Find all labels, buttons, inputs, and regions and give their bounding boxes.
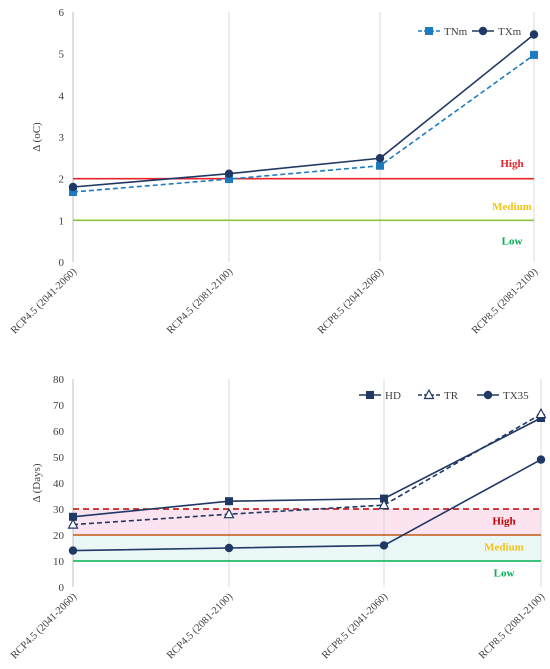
data-point-tnm xyxy=(376,161,384,170)
legend-marker xyxy=(478,26,488,36)
y-tick-label: 30 xyxy=(53,504,65,516)
x-tick-label: RCP8.5 (2081-2100) xyxy=(470,266,540,336)
y-axis-title: Δ (Days) xyxy=(31,463,43,502)
threshold-label-low: Low xyxy=(494,568,515,580)
series-tr xyxy=(67,407,547,529)
chart-1: 0 1 2 3 4 5 6 Δ (oC) High Medium Low RCP4.5 (2041-2… xyxy=(9,7,540,336)
y-tick-label: 3 xyxy=(59,132,65,144)
legend-marker xyxy=(425,27,433,35)
series-line-txm xyxy=(72,33,535,188)
y-tick-label: 5 xyxy=(59,49,65,61)
legend-marker xyxy=(423,388,435,400)
series-line-tx35 xyxy=(72,458,542,552)
y-tick-label: 0 xyxy=(59,257,65,269)
y-tick-label: 2 xyxy=(59,174,65,186)
data-point-tr xyxy=(67,518,79,529)
data-point-tr xyxy=(535,407,547,419)
y-axis-title: Δ (oC) xyxy=(31,122,43,152)
y-tick-label: 60 xyxy=(53,426,65,438)
data-point-tx35 xyxy=(379,541,389,550)
series-hd xyxy=(69,414,545,521)
y-tick-label: 4 xyxy=(59,90,65,102)
series-tx35 xyxy=(68,455,546,555)
data-point-tr xyxy=(378,498,390,510)
x-tick-label: RCP8.5 (2081-2100) xyxy=(477,591,547,661)
data-point-txm xyxy=(68,182,78,192)
data-point-tnm xyxy=(225,175,233,184)
legend: HD TR TX35 xyxy=(359,388,529,402)
threshold-label-high: High xyxy=(500,158,523,170)
y-tick-label: 70 xyxy=(53,400,65,412)
data-point-hd xyxy=(225,497,233,506)
y-tick-label: 6 xyxy=(59,7,65,19)
series-txm xyxy=(68,30,539,192)
x-tick-label: RCP8.5 (2041-2060) xyxy=(316,266,386,336)
data-point-tnm xyxy=(530,50,538,59)
y-tick-label: 40 xyxy=(53,478,65,490)
threshold-label-medium: Medium xyxy=(484,542,524,554)
y-tick-label: 10 xyxy=(53,556,65,568)
y-tick-label: 1 xyxy=(59,215,65,227)
data-point-tnm xyxy=(69,188,77,196)
chart-2: 0 10 20 30 40 50 60 70 80 Δ (Days) High Medium Low RC… xyxy=(9,374,547,661)
data-point-hd xyxy=(380,494,388,503)
threshold-label-low: Low xyxy=(502,235,523,247)
y-tick-label: 20 xyxy=(53,530,65,542)
legend-label: HD xyxy=(385,390,401,402)
x-tick-label: RCP8.5 (2041-2060) xyxy=(320,591,390,661)
legend-label: TX35 xyxy=(503,390,529,402)
y-tick-label: 0 xyxy=(59,582,65,594)
data-point-tr xyxy=(223,507,235,519)
x-tick-label: RCP4.5 (2041-2060) xyxy=(9,266,79,336)
data-point-txm xyxy=(375,154,385,163)
x-tick-label: RCP4.5 (2081-2100) xyxy=(165,591,235,661)
legend: TNm TXm xyxy=(418,26,522,38)
x-tick-label: RCP4.5 (2041-2060) xyxy=(9,591,79,661)
data-point-txm xyxy=(529,30,539,39)
data-point-tx35 xyxy=(536,455,546,464)
legend-label: TNm xyxy=(444,26,468,38)
data-point-txm xyxy=(224,169,234,178)
threshold-band-2 xyxy=(73,535,541,561)
data-point-hd xyxy=(69,512,77,521)
series-line-tr xyxy=(72,413,542,526)
y-tick-label: 50 xyxy=(53,452,65,464)
series-line-tnm xyxy=(72,54,535,193)
data-point-tx35 xyxy=(224,543,234,553)
legend-marker xyxy=(483,390,493,400)
legend-label: TXm xyxy=(498,26,522,38)
series-tnm xyxy=(69,50,538,196)
x-tick-label: RCP4.5 (2081-2100) xyxy=(165,266,235,336)
y-tick-label: 80 xyxy=(53,374,65,386)
threshold-band-1 xyxy=(73,509,541,535)
legend-marker xyxy=(366,391,374,399)
series-line-hd xyxy=(72,417,542,518)
legend-label: TR xyxy=(444,390,459,402)
threshold-label-high: High xyxy=(492,516,515,528)
data-point-tx35 xyxy=(68,546,78,555)
threshold-label-medium: Medium xyxy=(492,201,532,213)
